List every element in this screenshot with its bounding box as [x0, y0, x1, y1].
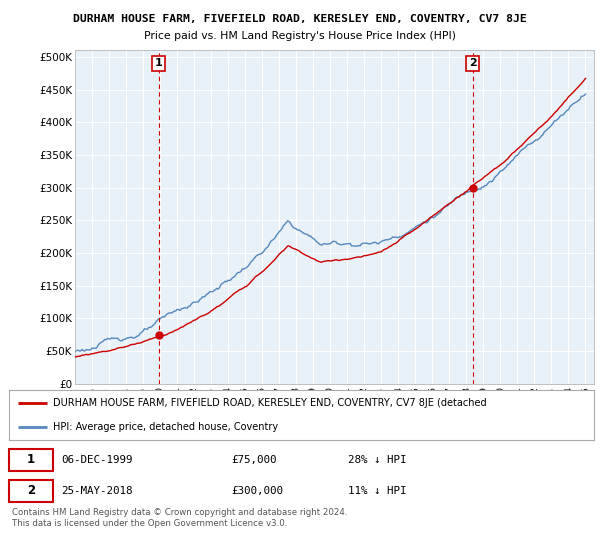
Text: DURHAM HOUSE FARM, FIVEFIELD ROAD, KERESLEY END, COVENTRY, CV7 8JE (detached: DURHAM HOUSE FARM, FIVEFIELD ROAD, KERES… — [53, 398, 487, 408]
FancyBboxPatch shape — [9, 449, 53, 471]
Text: 11% ↓ HPI: 11% ↓ HPI — [348, 486, 407, 496]
Text: £300,000: £300,000 — [232, 486, 283, 496]
Text: 28% ↓ HPI: 28% ↓ HPI — [348, 455, 407, 465]
Text: 25-MAY-2018: 25-MAY-2018 — [62, 486, 133, 496]
Text: 1: 1 — [155, 58, 163, 68]
Text: £75,000: £75,000 — [232, 455, 277, 465]
Text: DURHAM HOUSE FARM, FIVEFIELD ROAD, KERESLEY END, COVENTRY, CV7 8JE: DURHAM HOUSE FARM, FIVEFIELD ROAD, KERES… — [73, 14, 527, 24]
Text: Price paid vs. HM Land Registry's House Price Index (HPI): Price paid vs. HM Land Registry's House … — [144, 31, 456, 41]
Text: 2: 2 — [469, 58, 477, 68]
Text: 1: 1 — [27, 453, 35, 466]
Text: 2: 2 — [27, 484, 35, 497]
Text: 06-DEC-1999: 06-DEC-1999 — [62, 455, 133, 465]
Text: HPI: Average price, detached house, Coventry: HPI: Average price, detached house, Cove… — [53, 422, 278, 432]
FancyBboxPatch shape — [9, 479, 53, 502]
Text: Contains HM Land Registry data © Crown copyright and database right 2024.
This d: Contains HM Land Registry data © Crown c… — [12, 508, 347, 528]
